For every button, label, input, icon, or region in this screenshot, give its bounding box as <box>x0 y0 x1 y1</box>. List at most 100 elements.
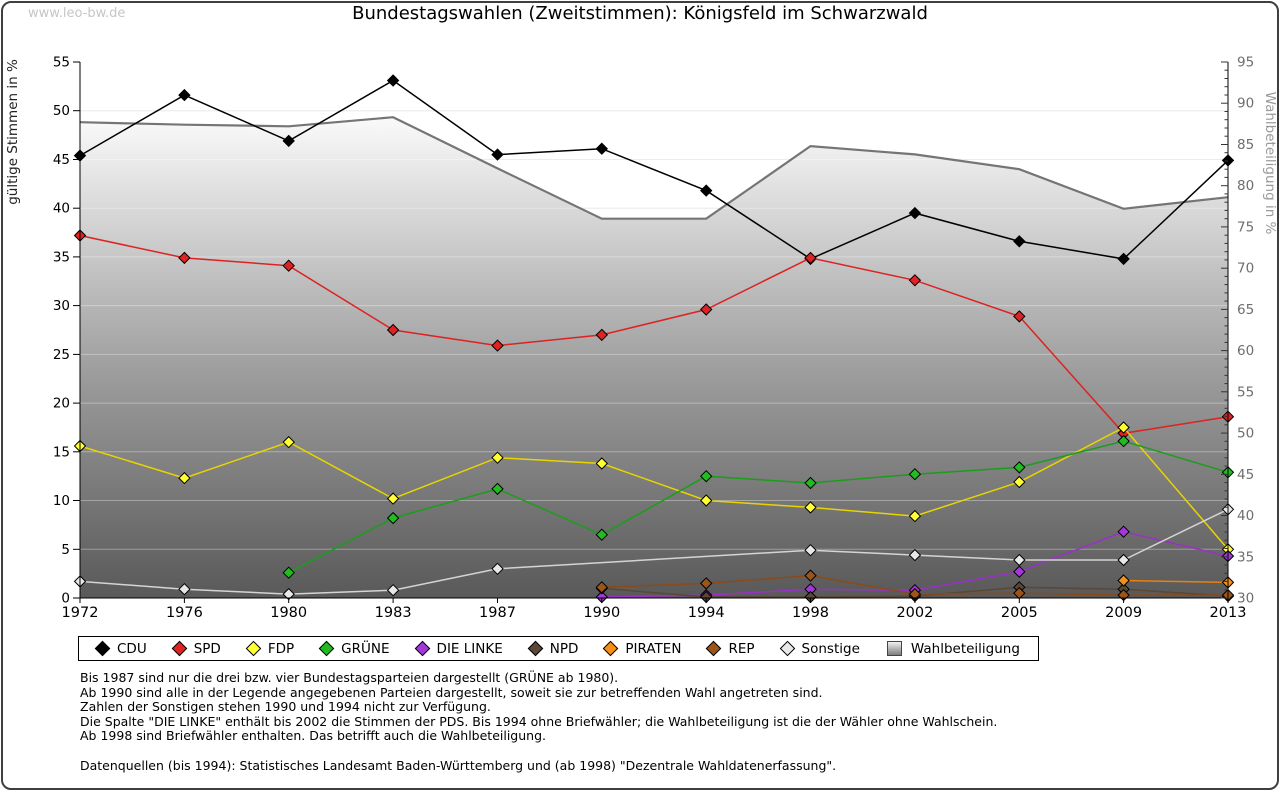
svg-text:45: 45 <box>1237 467 1254 483</box>
legend-label: DIE LINKE <box>436 640 503 657</box>
marker-gr-ne <box>386 511 400 525</box>
marker-cdu <box>699 184 713 197</box>
svg-text:2009: 2009 <box>1105 605 1142 621</box>
legend-label: FDP <box>267 640 295 657</box>
footnote-line: Die Spalte "DIE LINKE" enthält bis 2002 … <box>80 713 998 729</box>
marker-cdu <box>386 74 400 87</box>
legend-diamond-icon <box>779 640 795 657</box>
marker-sonstige <box>178 582 191 596</box>
series-piraten <box>1117 574 1235 589</box>
svg-text:55: 55 <box>1237 384 1254 400</box>
legend-diamond-icon <box>414 640 430 657</box>
footnote-line <box>80 744 997 759</box>
marker-piraten <box>1117 574 1130 587</box>
chart-legend: CDU SPD FDP GRÜNE DIE LINKE NPD PIRATEN REP Sons… <box>78 636 1039 661</box>
legend-label: GRÜNE <box>341 640 390 657</box>
marker-spd <box>699 303 713 316</box>
svg-text:30: 30 <box>53 298 70 314</box>
plot-area: 0 5 10 15 20 25 30 35 40 45 50 55 30 35 40 45 50 55 60 65 70… <box>53 55 1254 622</box>
marker-die-linke <box>1013 565 1026 578</box>
marker-die-linke <box>1117 525 1130 538</box>
legend-item-piraten: PIRATEN <box>603 640 682 657</box>
legend-item-gr-ne: GRÜNE <box>318 640 390 657</box>
series-gr-ne <box>282 434 1235 579</box>
series-fdp <box>73 421 1235 556</box>
legend-item-fdp: FDP <box>245 640 295 657</box>
legend-item-cdu: CDU <box>94 640 147 657</box>
gridlines-overlay <box>80 110 1228 550</box>
legend-diamond-icon <box>527 640 544 657</box>
legend-label: Sonstige <box>801 640 860 657</box>
legend-item-rep: REP <box>706 640 755 657</box>
marker-spd <box>178 251 191 265</box>
svg-text:25: 25 <box>53 347 70 363</box>
legend-label: SPD <box>193 640 221 657</box>
marker-rep <box>699 577 713 590</box>
svg-text:35: 35 <box>53 249 70 265</box>
marker-cdu <box>178 88 191 102</box>
marker-spd <box>1013 310 1026 323</box>
marker-cdu <box>1117 252 1130 266</box>
left-axis: 0 5 10 15 20 25 30 35 40 45 50 55 <box>53 55 80 607</box>
svg-text:30: 30 <box>1237 591 1254 607</box>
legend-label: Wahlbeteiligung <box>910 640 1020 657</box>
legend-item-spd: SPD <box>171 640 221 657</box>
footnote-line: Bis 1987 sind nur die drei bzw. vier Bun… <box>80 670 619 685</box>
footnote-line: Ab 1998 sind Briefwähler enthalten. Das … <box>80 728 546 744</box>
marker-sonstige <box>804 543 817 557</box>
svg-text:35: 35 <box>1237 549 1254 565</box>
legend-diamond-icon <box>603 640 619 657</box>
legend-item-sonstige: Sonstige <box>779 640 860 657</box>
marker-fdp <box>282 435 295 449</box>
left-axis-title: gültige Stimmen in % <box>5 59 21 205</box>
legend-diamond-icon <box>171 640 187 657</box>
marker-cdu <box>908 206 922 220</box>
marker-spd <box>804 251 817 265</box>
svg-text:80: 80 <box>1237 178 1254 194</box>
svg-text:1976: 1976 <box>166 605 203 621</box>
svg-text:2002: 2002 <box>896 605 933 621</box>
footnote-line: Datenquellen (bis 1994): Statistisches L… <box>80 757 837 773</box>
svg-text:10: 10 <box>53 493 70 509</box>
footnotes: Bis 1987 sind nur die drei bzw. vier Bun… <box>80 670 998 773</box>
svg-text:40: 40 <box>1237 508 1254 524</box>
marker-spd <box>282 259 295 272</box>
svg-text:1994: 1994 <box>688 605 725 621</box>
svg-text:1980: 1980 <box>270 605 307 621</box>
marker-fdp <box>1117 421 1130 434</box>
legend-item-wahlbeteiligung: Wahlbeteiligung <box>886 640 1020 657</box>
series-line-wahlbeteiligung <box>79 116 1229 220</box>
marker-spd <box>386 323 400 337</box>
legend-label: CDU <box>117 640 147 657</box>
marker-rep <box>804 569 817 582</box>
right-axis-title: Wahlbeteiligung in % <box>1262 92 1278 235</box>
legend-item-npd: NPD <box>527 640 578 657</box>
marker-fdp <box>699 494 713 507</box>
svg-text:0: 0 <box>61 591 70 607</box>
marker-spd <box>491 339 504 352</box>
legend-label: PIRATEN <box>625 640 682 657</box>
svg-text:50: 50 <box>1237 426 1254 442</box>
series-cdu <box>73 74 1235 266</box>
legend-label: REP <box>728 640 755 657</box>
legend-diamond-icon <box>94 640 111 657</box>
svg-text:85: 85 <box>1237 137 1254 153</box>
svg-text:1990: 1990 <box>583 605 620 621</box>
svg-text:90: 90 <box>1237 96 1254 112</box>
marker-fdp <box>1013 475 1026 489</box>
marker-fdp <box>595 457 609 470</box>
svg-text:45: 45 <box>53 152 70 168</box>
svg-text:40: 40 <box>53 201 70 217</box>
turnout-area <box>80 117 1228 598</box>
marker-gr-ne <box>908 467 922 481</box>
marker-spd <box>595 328 609 342</box>
svg-text:1998: 1998 <box>792 605 829 621</box>
legend-item-die-linke: DIE LINKE <box>414 640 503 657</box>
marker-gr-ne <box>804 476 817 490</box>
svg-text:20: 20 <box>53 396 70 412</box>
marker-sonstige <box>386 583 400 597</box>
marker-fdp <box>908 509 922 523</box>
marker-spd <box>908 274 922 287</box>
marker-gr-ne <box>1013 461 1026 474</box>
